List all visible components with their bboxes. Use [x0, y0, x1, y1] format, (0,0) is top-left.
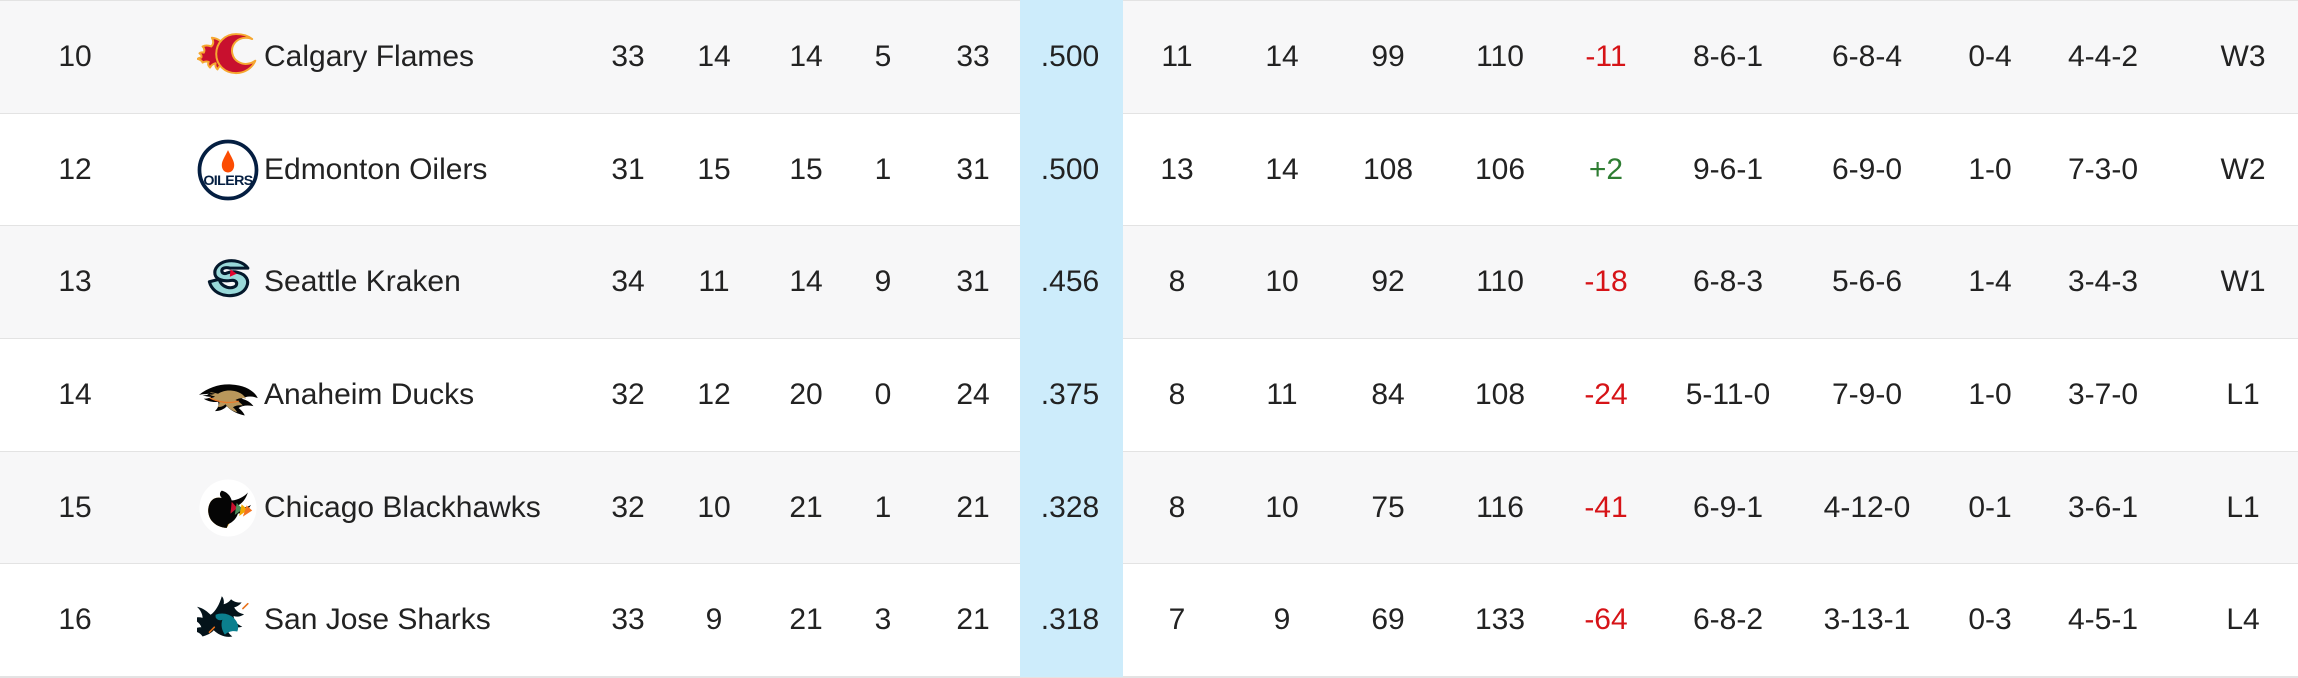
svg-text:OILERS: OILERS: [203, 173, 252, 189]
